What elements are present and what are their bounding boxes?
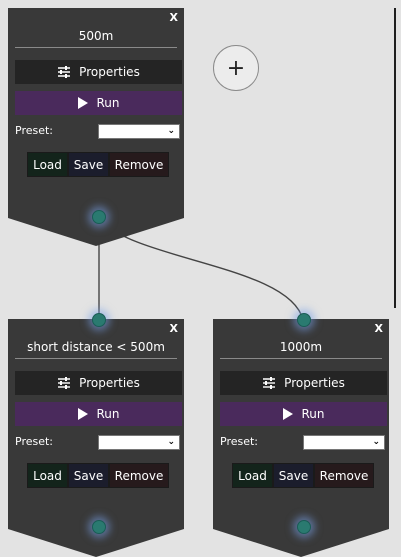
preset-label: Preset:: [220, 435, 259, 448]
plus-icon[interactable]: +: [213, 45, 259, 91]
chevron-down-icon: ⌄: [372, 437, 380, 447]
node-1000m[interactable]: X 1000m Properties Run Preset: ⌄ Load Sa…: [213, 319, 389, 557]
output-port[interactable]: [297, 520, 311, 534]
node-title: 500m: [78, 29, 114, 43]
output-port[interactable]: [92, 210, 106, 224]
properties-button[interactable]: Properties: [15, 60, 182, 84]
chevron-down-icon: ⌄: [167, 437, 175, 447]
run-label: Run: [301, 407, 325, 421]
input-port[interactable]: [92, 313, 106, 327]
run-label: Run: [96, 96, 120, 110]
save-button[interactable]: Save: [68, 463, 109, 488]
file-actions: Load Save Remove: [232, 463, 374, 488]
file-actions: Load Save Remove: [27, 463, 169, 488]
node-title: 1000m: [279, 340, 323, 354]
output-port[interactable]: [92, 520, 106, 534]
load-button[interactable]: Load: [232, 463, 273, 488]
node-short-distance[interactable]: X short distance < 500m Properties Run P…: [8, 319, 184, 557]
load-button[interactable]: Load: [27, 152, 68, 177]
file-actions: Load Save Remove: [27, 152, 169, 177]
properties-label: Properties: [284, 376, 345, 390]
play-icon: [283, 408, 294, 420]
run-button[interactable]: Run: [15, 402, 182, 426]
node-500m[interactable]: X 500m Properties Run Preset: ⌄ Load Sav…: [8, 8, 184, 246]
divider: [15, 358, 177, 359]
sliders-icon: [58, 66, 71, 78]
preset-select[interactable]: ⌄: [303, 435, 385, 450]
remove-button[interactable]: Remove: [109, 152, 169, 177]
divider: [15, 47, 177, 48]
properties-label: Properties: [79, 376, 140, 390]
input-port[interactable]: [297, 313, 311, 327]
play-icon: [78, 408, 89, 420]
properties-button[interactable]: Properties: [15, 371, 182, 395]
close-icon[interactable]: X: [374, 322, 383, 335]
sliders-icon: [58, 377, 71, 389]
chevron-down-icon: ⌄: [167, 126, 175, 136]
preset-label: Preset:: [15, 435, 54, 448]
remove-button[interactable]: Remove: [314, 463, 374, 488]
preset-label: Preset:: [15, 124, 54, 137]
sliders-icon: [263, 377, 276, 389]
run-button[interactable]: Run: [15, 91, 182, 115]
close-icon[interactable]: X: [169, 322, 178, 335]
remove-button[interactable]: Remove: [109, 463, 169, 488]
close-icon[interactable]: X: [169, 11, 178, 24]
add-node-symbol: +: [226, 55, 246, 81]
run-button[interactable]: Run: [220, 402, 387, 426]
node-title: short distance < 500m: [27, 340, 165, 354]
preset-select[interactable]: ⌄: [98, 124, 180, 139]
save-button[interactable]: Save: [68, 152, 109, 177]
properties-label: Properties: [79, 65, 140, 79]
canvas-edge: [394, 8, 396, 308]
play-icon: [78, 97, 89, 109]
preset-select[interactable]: ⌄: [98, 435, 180, 450]
save-button[interactable]: Save: [273, 463, 314, 488]
properties-button[interactable]: Properties: [220, 371, 387, 395]
divider: [220, 358, 382, 359]
load-button[interactable]: Load: [27, 463, 68, 488]
run-label: Run: [96, 407, 120, 421]
